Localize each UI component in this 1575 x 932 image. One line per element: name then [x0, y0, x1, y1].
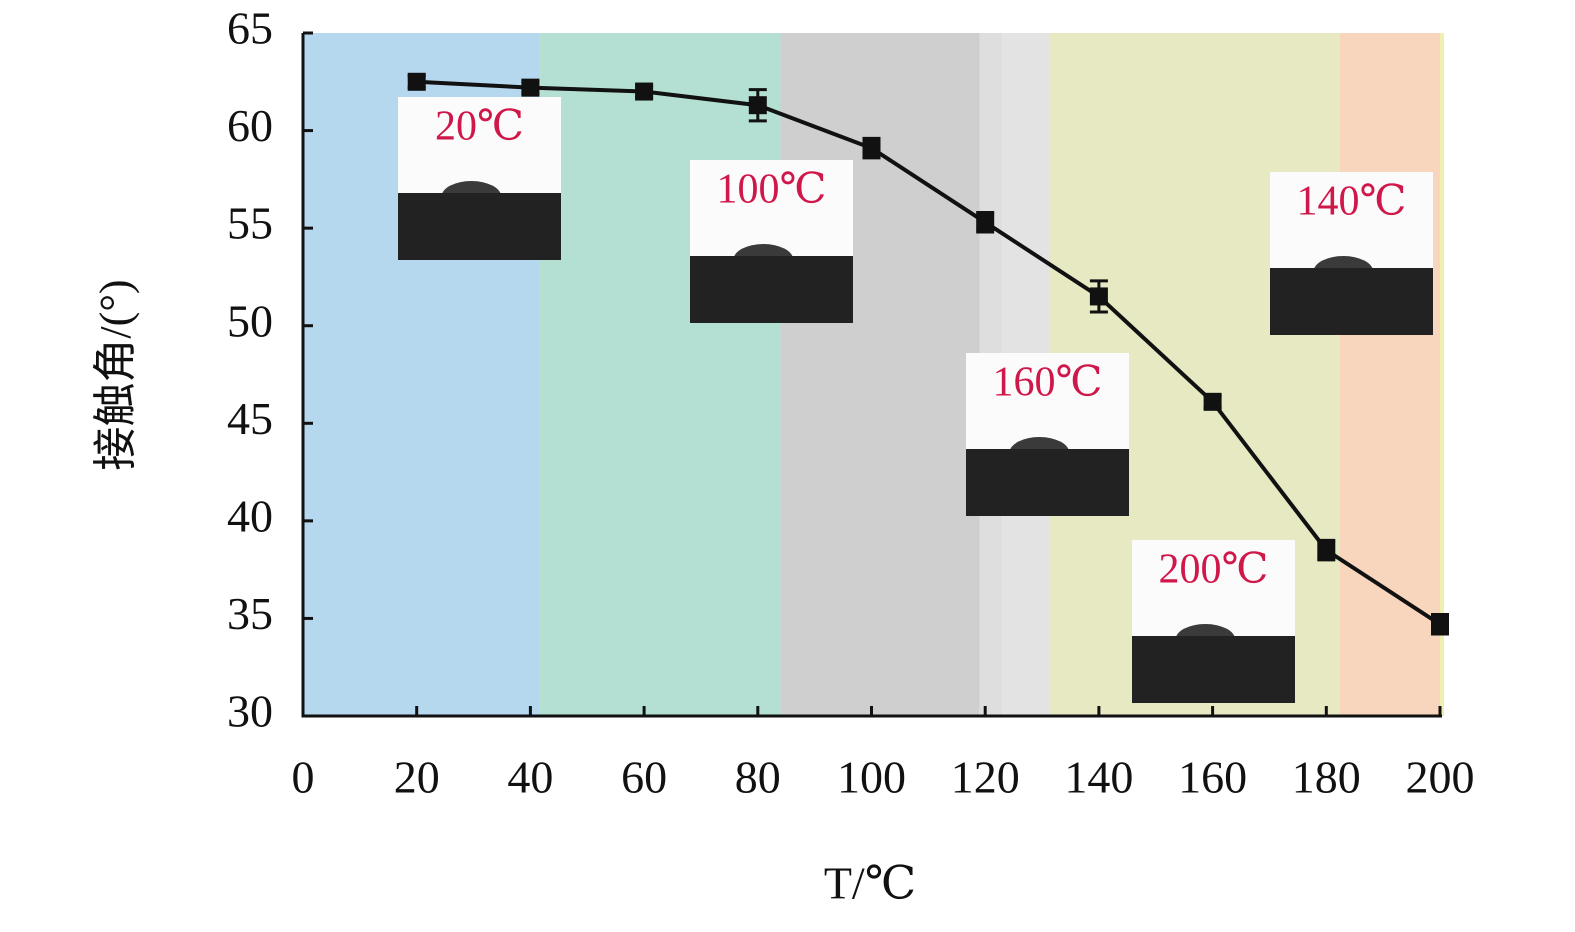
inset-label: 140℃ — [1297, 179, 1407, 225]
background-band — [1339, 33, 1440, 716]
data-point — [521, 78, 540, 97]
x-tick-label: 0 — [292, 752, 315, 803]
substrate — [398, 193, 561, 260]
data-point — [1089, 287, 1108, 306]
x-tick-label: 100 — [837, 752, 906, 803]
x-tick-label: 20 — [394, 752, 440, 803]
y-tick-label: 60 — [227, 100, 273, 151]
x-tick-label: 120 — [951, 752, 1020, 803]
x-tick-label: 180 — [1292, 752, 1361, 803]
substrate — [690, 256, 853, 323]
edge-strip — [1440, 33, 1444, 716]
inset-label: 20℃ — [435, 104, 524, 150]
data-point — [862, 139, 881, 158]
data-point — [1431, 615, 1449, 634]
x-tick-label: 160 — [1178, 752, 1247, 803]
y-tick-label: 45 — [227, 393, 273, 444]
y-tick-label: 50 — [227, 295, 273, 346]
y-tick-label: 30 — [227, 686, 273, 737]
inset-label: 200℃ — [1159, 547, 1269, 593]
x-tick-label: 200 — [1406, 752, 1475, 803]
data-point — [1203, 392, 1222, 411]
data-point — [976, 213, 995, 232]
x-tick-label: 60 — [621, 752, 667, 803]
inset-label: 100℃ — [717, 167, 827, 213]
data-point — [635, 82, 654, 101]
data-point — [407, 72, 426, 91]
y-tick-label: 55 — [227, 198, 273, 249]
y-tick-label: 65 — [227, 3, 273, 54]
x-tick-label: 40 — [507, 752, 553, 803]
y-tick-label: 35 — [227, 588, 273, 639]
x-tick-label: 140 — [1064, 752, 1133, 803]
substrate — [1270, 268, 1433, 335]
x-tick-label: 80 — [735, 752, 781, 803]
data-point — [748, 96, 767, 115]
data-point — [1317, 541, 1336, 560]
inset-label: 160℃ — [993, 360, 1103, 406]
x-axis-label: T/℃ — [824, 858, 916, 909]
substrate — [1132, 636, 1295, 703]
substrate — [966, 449, 1129, 516]
background-band — [540, 33, 781, 716]
y-tick-label: 40 — [227, 490, 273, 541]
background-band — [780, 33, 980, 716]
series-line — [416, 79, 1442, 626]
y-axis-label: 接触角/(°) — [91, 279, 140, 470]
